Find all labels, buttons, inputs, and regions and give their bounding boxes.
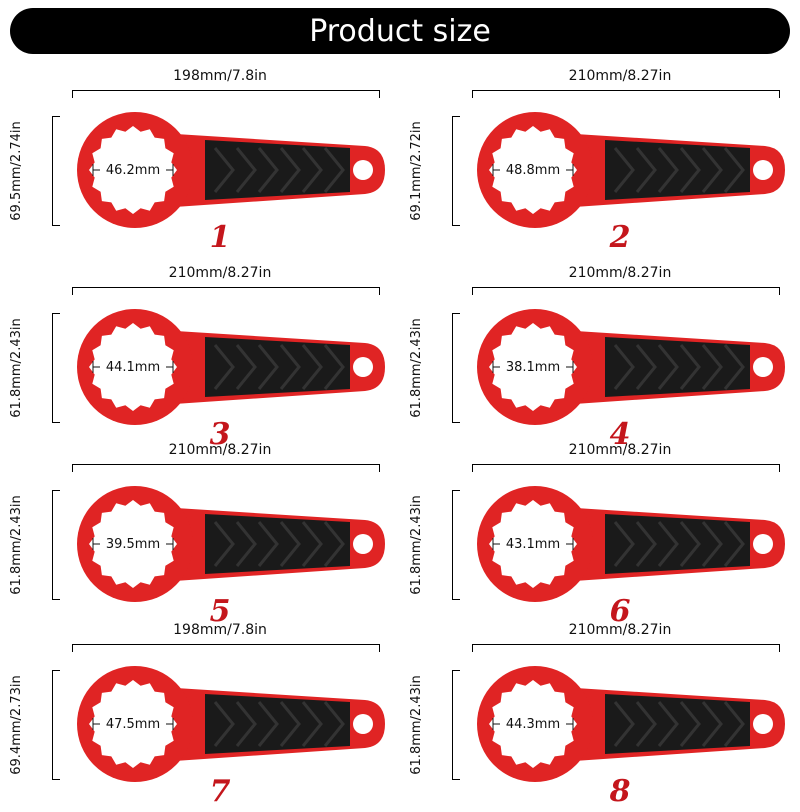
height-label: 61.8mm/2.43in (409, 495, 424, 595)
inner-diameter-label: 43.1mm (500, 537, 566, 552)
inner-diameter-label: 47.5mm (100, 717, 166, 732)
height-dimension-line (452, 313, 460, 423)
width-dimension-line (472, 464, 780, 472)
width-label: 198mm/7.8in (173, 622, 267, 638)
wrench-icon (477, 112, 785, 228)
model-number: 7 (209, 774, 231, 809)
height-label: 69.5mm/2.74in (9, 121, 24, 221)
height-label: 61.8mm/2.43in (9, 318, 24, 418)
height-label: 61.8mm/2.43in (9, 495, 24, 595)
product-item-4: 210mm/8.27in 61.8mm/2.43in 38.1mm 4 (400, 265, 790, 455)
inner-diameter-label: 44.3mm (500, 717, 566, 732)
inner-diameter-label: 46.2mm (100, 163, 166, 178)
model-number: 6 (609, 594, 631, 629)
inner-diameter-label: 48.8mm (500, 163, 566, 178)
width-label: 210mm/8.27in (568, 68, 672, 84)
model-number: 3 (209, 417, 231, 452)
width-label: 210mm/8.27in (568, 442, 672, 458)
width-dimension-line (72, 287, 380, 295)
width-dimension-line (472, 90, 780, 98)
product-item-5: 210mm/8.27in 61.8mm/2.43in 39.5mm 5 (0, 442, 390, 632)
width-dimension-line (472, 287, 780, 295)
height-dimension-line (52, 116, 60, 226)
height-dimension-line (52, 313, 60, 423)
height-dimension-line (52, 670, 60, 780)
model-number: 1 (209, 220, 231, 255)
width-dimension-line (72, 644, 380, 652)
height-label: 61.8mm/2.43in (409, 318, 424, 418)
width-dimension-line (72, 90, 380, 98)
height-dimension-line (452, 670, 460, 780)
inner-diameter-label: 38.1mm (500, 360, 566, 375)
width-label: 210mm/8.27in (568, 622, 672, 638)
height-label: 69.4mm/2.73in (9, 675, 24, 775)
width-label: 198mm/7.8in (173, 68, 267, 84)
width-label: 210mm/8.27in (568, 265, 672, 281)
model-number: 4 (609, 417, 631, 452)
page-title: Product size (309, 13, 491, 49)
title-banner: Product size (10, 8, 790, 54)
height-dimension-line (52, 490, 60, 600)
product-item-7: 198mm/7.8in 69.4mm/2.73in 47.5mm 7 (0, 622, 390, 812)
width-dimension-line (72, 464, 380, 472)
product-item-6: 210mm/8.27in 61.8mm/2.43in 43.1mm 6 (400, 442, 790, 632)
model-number: 5 (209, 594, 231, 629)
product-item-3: 210mm/8.27in 61.8mm/2.43in 44.1mm 3 (0, 265, 390, 455)
inner-diameter-label: 44.1mm (100, 360, 166, 375)
model-number: 8 (609, 774, 631, 809)
product-item-2: 210mm/8.27in 69.1mm/2.72in 48.8mm 2 (400, 68, 790, 258)
inner-diameter-label: 39.5mm (100, 537, 166, 552)
product-item-1: 198mm/7.8in 69.5mm/2.74in 46.2mm 1 (0, 68, 390, 258)
model-number: 2 (609, 220, 631, 255)
product-item-8: 210mm/8.27in 61.8mm/2.43in 44.3mm 8 (400, 622, 790, 812)
width-label: 210mm/8.27in (168, 265, 272, 281)
height-dimension-line (452, 116, 460, 226)
height-label: 69.1mm/2.72in (409, 121, 424, 221)
height-label: 61.8mm/2.43in (409, 675, 424, 775)
height-dimension-line (452, 490, 460, 600)
width-dimension-line (472, 644, 780, 652)
width-label: 210mm/8.27in (168, 442, 272, 458)
